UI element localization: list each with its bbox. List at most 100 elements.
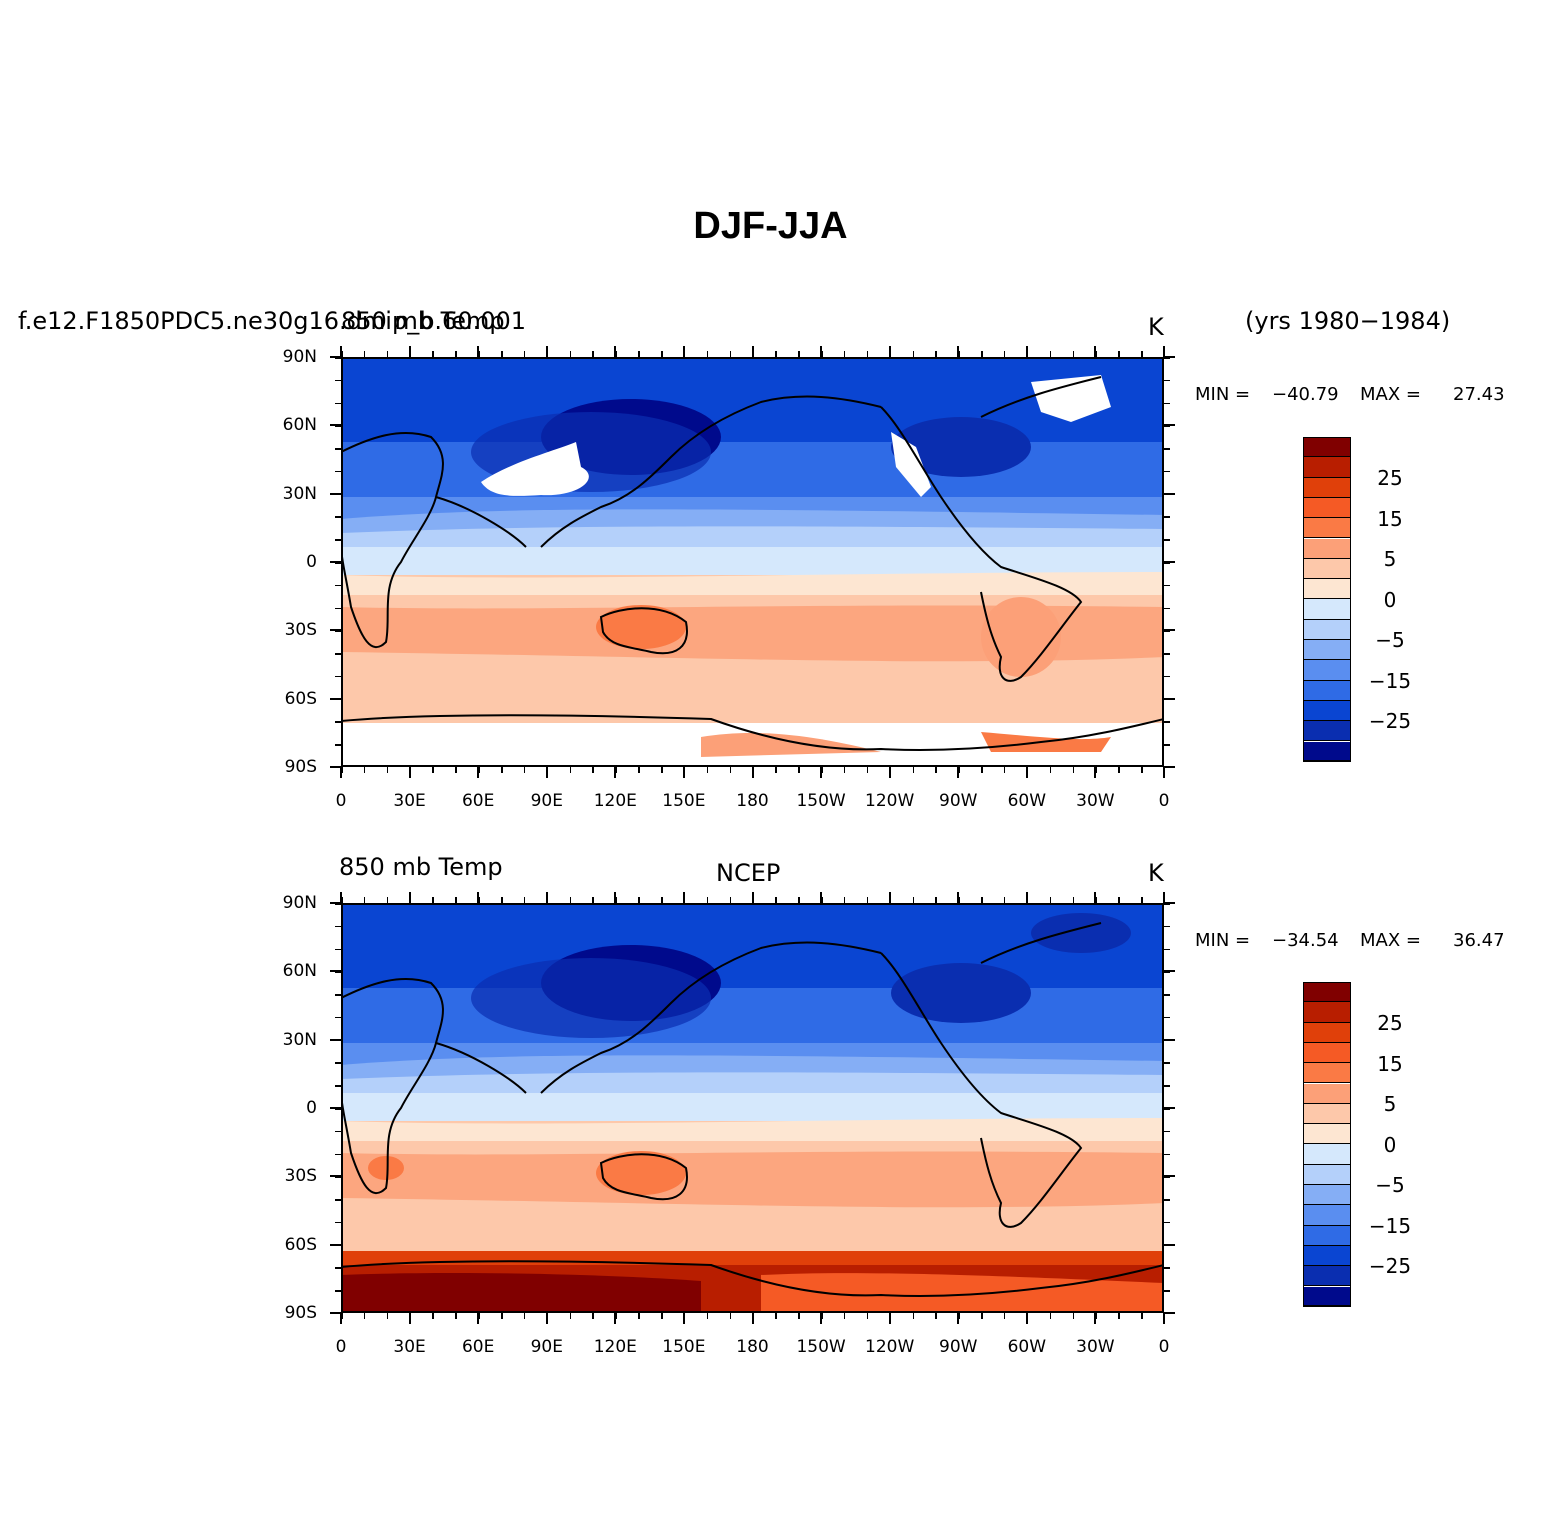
lon-minor-tick <box>409 351 412 357</box>
lon-minor-tick <box>729 767 732 773</box>
lat-minor-tick <box>1164 539 1170 541</box>
lon-minor-tick <box>1072 897 1075 903</box>
colorbar-swatch <box>1303 619 1351 640</box>
lon-minor-tick <box>866 1313 869 1319</box>
lon-tick-label: 120E <box>593 1337 637 1357</box>
lon-minor-tick <box>363 897 366 903</box>
lon-minor-tick <box>683 897 686 903</box>
lon-minor-tick <box>546 767 549 773</box>
colorbar-swatch <box>1303 1144 1351 1165</box>
lon-minor-tick <box>935 767 937 773</box>
lon-minor-tick <box>1072 1313 1075 1319</box>
lon-minor-tick <box>501 767 503 773</box>
lat-minor-tick <box>335 1290 341 1292</box>
colorbar-label: 5 <box>1383 1092 1397 1116</box>
lon-minor-tick <box>706 897 709 903</box>
lon-tick-label: 60E <box>461 1337 495 1357</box>
lon-minor-tick <box>1026 897 1029 903</box>
lon-minor-tick <box>958 1313 960 1319</box>
lon-minor-tick <box>546 351 549 357</box>
lat-minor-tick <box>335 607 341 610</box>
lat-minor-tick <box>1164 493 1170 496</box>
lon-minor-tick <box>821 351 823 357</box>
lon-minor-tick <box>569 351 572 357</box>
lat-minor-tick <box>1164 744 1170 746</box>
lon-minor-tick <box>775 351 777 357</box>
lon-minor-tick <box>1049 767 1052 773</box>
lat-minor-tick <box>1164 1085 1170 1087</box>
lon-tick-mark <box>1163 892 1165 904</box>
lon-minor-tick <box>592 897 594 903</box>
lon-minor-tick <box>363 351 366 357</box>
lat-minor-tick <box>1164 357 1170 359</box>
lon-tick-mark <box>1163 346 1165 358</box>
lat-minor-tick <box>1164 1267 1170 1269</box>
lon-tick-label: 150W <box>796 791 846 811</box>
lon-minor-tick <box>569 897 572 903</box>
lon-minor-tick <box>341 1313 343 1319</box>
lon-minor-tick <box>661 897 663 903</box>
lon-minor-tick <box>706 767 709 773</box>
lon-tick-label: 0 <box>335 1337 347 1357</box>
lon-minor-tick <box>569 1313 572 1319</box>
lon-tick-mark <box>1163 766 1165 778</box>
colorbar-label: 15 <box>1377 1052 1403 1076</box>
lon-tick-label: 30E <box>393 1337 426 1357</box>
panel-1-years: (yrs 1980−1984) <box>1245 307 1451 335</box>
lon-minor-tick <box>478 1313 480 1319</box>
lon-minor-tick <box>935 897 937 903</box>
lat-minor-tick <box>335 1085 341 1087</box>
lat-minor-tick <box>1164 1130 1170 1133</box>
panel-1-variable-title: 850 mb Temp <box>341 307 505 335</box>
colorbar-label: 25 <box>1377 1011 1403 1035</box>
lon-minor-tick <box>661 767 663 773</box>
lat-minor-tick <box>335 562 341 564</box>
colorbar-label: 5 <box>1383 547 1397 571</box>
lat-minor-tick <box>335 1176 341 1178</box>
panel-2-variable-title: 850 mb Temp <box>339 853 503 881</box>
lon-minor-tick <box>683 767 686 773</box>
lat-tick-label: 60N <box>282 961 317 982</box>
lat-minor-tick <box>335 493 341 496</box>
lat-minor-tick <box>1164 1016 1170 1019</box>
colorbar-label: −25 <box>1368 1254 1412 1278</box>
lat-tick-label: 30N <box>282 1029 317 1050</box>
colorbar-swatch <box>1303 1164 1351 1185</box>
lat-tick-mark <box>330 1312 342 1314</box>
lon-minor-tick <box>1118 1313 1120 1319</box>
lat-minor-tick <box>335 971 341 973</box>
lat-minor-tick <box>1164 1199 1170 1201</box>
colorbar-label: 25 <box>1377 466 1403 490</box>
lon-minor-tick <box>1026 767 1029 773</box>
lat-tick-label: 90S <box>284 757 317 777</box>
lat-minor-tick <box>1164 1221 1170 1224</box>
lat-minor-tick <box>335 584 341 587</box>
lon-minor-tick <box>1095 897 1097 903</box>
panel-1-max-value: 27.43 <box>1453 384 1505 405</box>
lat-tick-mark <box>1163 766 1175 768</box>
lat-minor-tick <box>335 630 341 632</box>
colorbar-swatch <box>1303 1042 1351 1064</box>
lat-minor-tick <box>1164 1244 1170 1247</box>
lat-minor-tick <box>1164 653 1170 655</box>
lon-minor-tick <box>661 1313 663 1319</box>
lon-minor-tick <box>912 351 915 357</box>
lat-minor-tick <box>335 1199 341 1201</box>
colorbar-swatch <box>1303 1225 1351 1246</box>
lon-minor-tick <box>386 767 389 773</box>
lat-minor-tick <box>1164 584 1170 587</box>
lon-minor-tick <box>729 351 732 357</box>
lon-minor-tick <box>1072 767 1075 773</box>
lat-minor-tick <box>1164 675 1170 678</box>
lat-tick-label: 90S <box>284 1303 317 1323</box>
lon-tick-label: 0 <box>335 791 347 811</box>
lat-minor-tick <box>1164 1108 1170 1110</box>
lon-minor-tick <box>981 897 983 903</box>
lon-minor-tick <box>432 1313 434 1319</box>
lat-minor-tick <box>335 903 341 905</box>
lon-minor-tick <box>1095 351 1097 357</box>
colorbar-swatch <box>1303 640 1351 661</box>
lon-minor-tick <box>889 767 892 773</box>
lon-minor-tick <box>843 351 846 357</box>
lon-minor-tick <box>912 1313 915 1319</box>
